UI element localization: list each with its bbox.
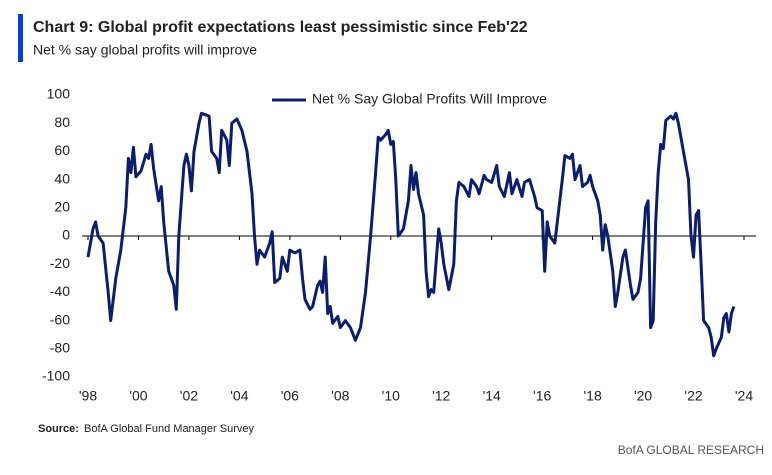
title-accent: [18, 14, 23, 62]
line-series: [86, 111, 736, 358]
y-tick-label: 20: [54, 199, 70, 215]
footer: BofA GLOBAL RESEARCH: [618, 443, 764, 457]
x-tick-label: '16: [533, 388, 551, 404]
x-tick-label: '98: [79, 388, 97, 404]
x-tick-label: '22: [684, 388, 702, 404]
source: BofA Global Fund Manager Survey: [84, 423, 254, 435]
source-label: Source:: [38, 423, 79, 435]
x-tick-label: '14: [483, 388, 501, 404]
x-tick-label: '18: [583, 388, 601, 404]
y-tick-label: -100: [42, 368, 70, 384]
x-tick-label: '06: [281, 388, 299, 404]
y-tick-label: 0: [62, 227, 70, 243]
y-tick-label: -80: [50, 340, 70, 356]
x-tick-label: '04: [230, 388, 248, 404]
x-tick-label: '00: [129, 388, 147, 404]
y-tick-label: 80: [54, 114, 70, 130]
legend-label: Net % Say Global Profits Will Improve: [312, 91, 547, 107]
y-tick-label: 100: [47, 86, 71, 102]
chart-subtitle: Net % say global profits will improve: [33, 42, 257, 58]
y-tick-label: -60: [50, 311, 70, 327]
y-tick-label: 60: [54, 142, 70, 158]
x-tick-label: '24: [735, 388, 753, 404]
y-tick-label: -20: [50, 255, 70, 271]
x-tick-label: '02: [180, 388, 198, 404]
y-tick-label: 40: [54, 170, 70, 186]
x-tick-label: '10: [382, 388, 400, 404]
chart-title: Chart 9: Global profit expectations leas…: [33, 19, 528, 36]
x-tick-label: '20: [634, 388, 652, 404]
x-tick-label: '08: [331, 388, 349, 404]
x-tick-label: '12: [432, 388, 450, 404]
y-tick-label: -40: [50, 283, 70, 299]
